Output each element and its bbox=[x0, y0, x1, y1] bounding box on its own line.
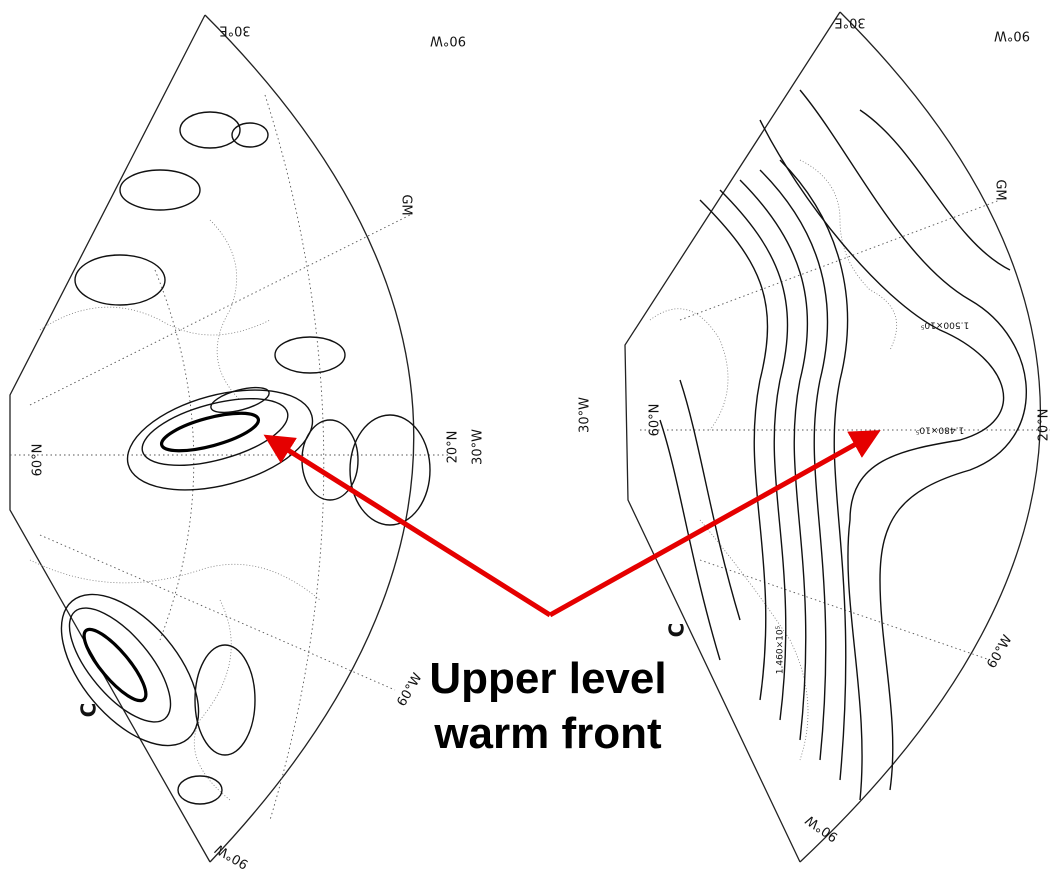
map-label: 90°W bbox=[994, 28, 1030, 43]
panel-letter: C bbox=[77, 703, 101, 718]
map-label: 90°W bbox=[430, 33, 466, 48]
map-label: 30°W bbox=[578, 397, 593, 433]
map-label: 30°E bbox=[834, 15, 865, 30]
contour-label: 1.460×10⁵ bbox=[776, 625, 786, 674]
map-label: 60°N bbox=[648, 404, 663, 437]
arrow bbox=[272, 440, 550, 615]
coastline bbox=[30, 220, 320, 800]
map-label: 20°N bbox=[446, 431, 461, 464]
contour-label: 1.500×10⁵ bbox=[920, 320, 969, 330]
contours bbox=[660, 90, 1026, 800]
panel-letter: C bbox=[665, 623, 689, 638]
annotation-text: Upper level bbox=[429, 654, 666, 703]
map-label: 20°N bbox=[1037, 409, 1052, 442]
map-frame bbox=[625, 12, 1040, 862]
figure: 30°E 90°W GM 60°N 20°N 30°W 60°W C 90°W … bbox=[0, 0, 1060, 873]
map-label: 30°E bbox=[219, 23, 250, 38]
map-label: GM bbox=[993, 179, 1008, 200]
left-map: 30°E 90°W GM 60°N 20°N 30°W 60°W C 90°W bbox=[10, 15, 486, 871]
contour-label: 1.480×10⁵ bbox=[915, 425, 964, 435]
contours bbox=[35, 112, 430, 804]
annotation-text: warm front bbox=[433, 709, 662, 758]
map-label: GM bbox=[399, 194, 414, 215]
map-label: 60°W bbox=[985, 633, 1016, 672]
map-label: 90°W bbox=[213, 840, 252, 871]
map-label: 30°W bbox=[471, 429, 486, 465]
map-label: 60°N bbox=[31, 444, 46, 477]
map-label: 60°W bbox=[395, 671, 426, 710]
